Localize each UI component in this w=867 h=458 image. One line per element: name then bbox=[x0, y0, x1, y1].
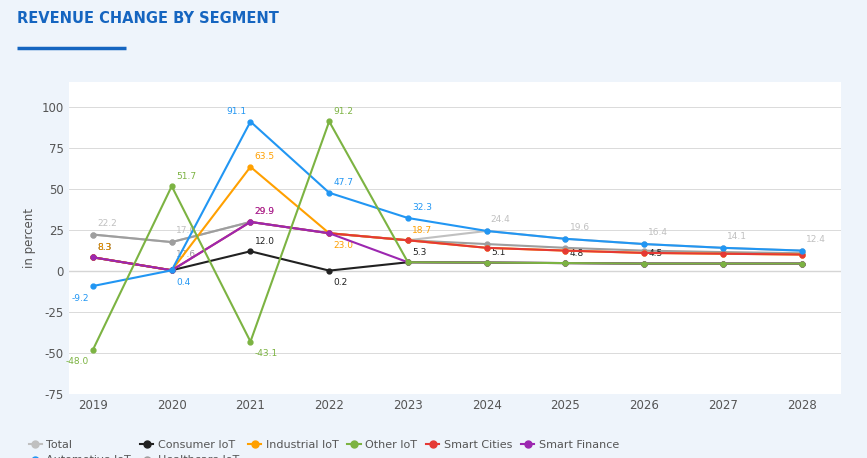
Text: 0.4: 0.4 bbox=[176, 278, 190, 287]
Text: -9.2: -9.2 bbox=[71, 294, 88, 303]
Text: -43.1: -43.1 bbox=[255, 349, 278, 358]
Text: 5.3: 5.3 bbox=[412, 248, 427, 256]
Text: 91.1: 91.1 bbox=[226, 107, 246, 116]
Text: 29.9: 29.9 bbox=[255, 207, 275, 216]
Text: 12.4: 12.4 bbox=[805, 234, 825, 244]
Text: REVENUE CHANGE BY SEGMENT: REVENUE CHANGE BY SEGMENT bbox=[17, 11, 279, 27]
Y-axis label: in percent: in percent bbox=[23, 208, 36, 268]
Text: 16.4: 16.4 bbox=[649, 228, 668, 237]
Text: 5.1: 5.1 bbox=[491, 248, 505, 257]
Text: 12.0: 12.0 bbox=[255, 237, 275, 246]
Text: 8.3: 8.3 bbox=[97, 243, 112, 252]
Text: 23.0: 23.0 bbox=[333, 241, 354, 250]
Text: 19.6: 19.6 bbox=[570, 223, 590, 232]
Text: 32.3: 32.3 bbox=[412, 203, 432, 213]
Text: 29.9: 29.9 bbox=[255, 207, 275, 216]
Text: 17.6: 17.6 bbox=[176, 250, 196, 259]
Text: 8.3: 8.3 bbox=[97, 243, 112, 252]
Text: 4.8: 4.8 bbox=[570, 249, 583, 257]
Text: 51.7: 51.7 bbox=[176, 172, 196, 180]
Text: 47.7: 47.7 bbox=[333, 178, 354, 187]
Text: -48.0: -48.0 bbox=[66, 357, 88, 366]
Text: 18.7: 18.7 bbox=[412, 226, 433, 235]
Text: 24.4: 24.4 bbox=[491, 215, 511, 224]
Text: 63.5: 63.5 bbox=[255, 153, 275, 161]
Legend: Total, Automotive IoT, Consumer IoT, Healthcare IoT, Industrial IoT, Other IoT, : Total, Automotive IoT, Consumer IoT, Hea… bbox=[29, 440, 619, 458]
Text: 0.2: 0.2 bbox=[333, 278, 348, 287]
Text: 17.6: 17.6 bbox=[176, 226, 196, 235]
Text: 4.5: 4.5 bbox=[649, 249, 662, 258]
Text: 91.2: 91.2 bbox=[333, 107, 354, 116]
Text: 14.1: 14.1 bbox=[727, 232, 747, 241]
Text: 22.2: 22.2 bbox=[97, 218, 117, 228]
